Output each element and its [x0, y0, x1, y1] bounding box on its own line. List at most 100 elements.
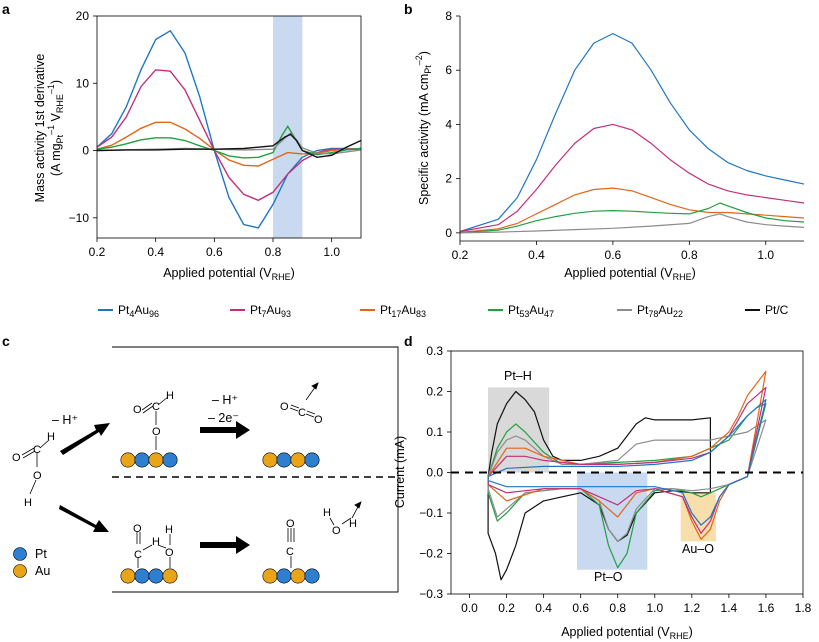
a-series-Pt17Au83: [96, 121, 362, 167]
arrow-lower-left: [59, 505, 109, 532]
b-xtick-label: 0.8: [681, 248, 698, 262]
pt-atom: [276, 568, 292, 584]
water-h2: H: [349, 518, 357, 530]
step1-label: – H⁺: [52, 413, 78, 427]
svg-text:(A mgPt–1 VRHE–1): (A mgPt–1 VRHE–1): [46, 80, 65, 176]
a-series-Pt53Au47: [96, 124, 362, 159]
water-h1: H: [323, 507, 331, 519]
legend-label-Pt7Au93: Pt7Au93: [250, 303, 291, 319]
a-series-Pt4Au96: [96, 29, 362, 229]
d-xtick-label: 1.4: [721, 601, 738, 615]
d-ylabel: Current (mA): [393, 436, 407, 508]
pt-atom: [304, 452, 320, 468]
au-atom: [148, 452, 164, 468]
d-xtick-label: 0.0: [461, 601, 478, 615]
b-ticks-group: 0.2 0.4 0.6 0.8 1.0 0 2 4 6 8: [445, 9, 774, 262]
pt-atom: [134, 568, 150, 584]
formate-o2: O: [152, 426, 161, 438]
surface-atoms: [120, 452, 320, 584]
panel-b-chart: 0.2 0.4 0.6 0.8 1.0 0 2 4 6 8 Applied potential (…: [414, 9, 805, 282]
legend-label-Pt17Au83: Pt17Au83: [380, 303, 426, 319]
a-series-PtC: [96, 133, 362, 159]
cooh-o1: O: [133, 523, 142, 535]
co-o: O: [286, 518, 295, 530]
formate-c: C: [152, 401, 160, 413]
b-xtick-label: 0.2: [452, 248, 469, 262]
a-xtick-label: 0.6: [206, 245, 223, 259]
a-xtick-label: 1.0: [323, 245, 340, 259]
formate-o1: O: [133, 404, 142, 416]
formate-h: H: [166, 390, 174, 402]
d-series-group: [487, 370, 767, 581]
svg-text:Current (mA): Current (mA): [393, 436, 407, 508]
step2-label-b: – 2e⁻: [208, 411, 239, 425]
au-atom: [290, 568, 306, 584]
step2-label-a: – H⁺: [212, 393, 238, 407]
co2-product: [289, 382, 319, 418]
pt-key-label: Pt: [35, 547, 47, 561]
a-series-Pt78Au22: [96, 132, 362, 155]
b-series-Pt7Au93: [459, 123, 805, 233]
arrow-lower-right: [200, 536, 250, 554]
c-frame: [112, 346, 399, 593]
b-series-Pt4Au96: [459, 32, 805, 233]
a-series-Pt7Au93: [96, 69, 361, 202]
b-ytick-label: 8: [445, 9, 452, 23]
co2-o1: O: [280, 401, 289, 413]
au-atom: [262, 568, 278, 584]
cooh-h1: H: [152, 536, 160, 548]
svg-text:Mass activity 1st derivative: Mass activity 1st derivative: [33, 54, 47, 203]
au-atom: [120, 452, 136, 468]
d-xtick-label: 1.8: [795, 601, 812, 615]
au-atom: [262, 452, 278, 468]
d-ytick-label: −0.3: [419, 587, 443, 601]
d-xtick-label: 1.6: [758, 601, 775, 615]
a-ytick-label: 20: [76, 9, 90, 23]
b-ytick-label: 2: [445, 172, 452, 186]
d-ytick-label: 0.1: [426, 425, 443, 439]
pt-atom: [148, 568, 164, 584]
a-xlabel: Applied potential (VRHE): [163, 266, 295, 282]
water-o: O: [332, 525, 341, 537]
panel-c-letter: c: [2, 333, 10, 349]
panel-d-letter: d: [404, 333, 413, 349]
a-xtick-label: 0.4: [147, 245, 164, 259]
d-xlabel: Applied potential (VRHE): [561, 625, 693, 641]
formate-adsorbate: [141, 396, 169, 450]
a-xtick-label: 0.2: [89, 245, 106, 259]
formic-acid-molecule: [21, 439, 50, 495]
au-key-label: Au: [35, 564, 50, 578]
a-plot-frame: [96, 15, 362, 239]
water-product: [329, 501, 362, 526]
a-ylabel: Mass activity 1st derivative (A mgPt–1 V…: [33, 54, 65, 203]
cooh-c: C: [134, 549, 142, 561]
legend-label-Pt78Au22: Pt78Au22: [637, 303, 683, 319]
d-xtick-label: 1.0: [646, 601, 663, 615]
arrow-upper-right: [200, 421, 250, 439]
a-xtick-label: 0.8: [265, 245, 282, 259]
b-xlabel: Applied potential (VRHE): [564, 266, 696, 282]
b-xtick-label: 0.4: [528, 248, 545, 262]
pt-h-region: [488, 387, 550, 473]
d-ytick-label: 0.0: [426, 466, 443, 480]
au-key-icon: [13, 564, 27, 578]
a-ticks-group: 0.2 0.4 0.6 0.8 1.0 −10 0 10 20: [69, 9, 341, 259]
d-xtick-label: 0.6: [572, 601, 589, 615]
pt-atom: [162, 452, 178, 468]
b-xtick-label: 1.0: [757, 248, 774, 262]
pt-h-label: Pt–H: [504, 369, 532, 383]
b-ytick-label: 0: [445, 226, 452, 240]
cooh-adsorbate: [136, 532, 171, 568]
au-atom: [120, 568, 136, 584]
a-ytick-label: −10: [69, 211, 90, 225]
co2-o2: O: [314, 414, 323, 426]
d-ticks-group: 0.0 0.2 0.4 0.6 0.8 1.0 1.2 1.4 1.6 1.8 0.3 0.2 0.1 0…: [419, 344, 811, 615]
d-xtick-label: 0.2: [498, 601, 515, 615]
a-ytick-label: 10: [76, 76, 90, 90]
panel-c-schematic: O C H O H – H⁺ – H⁺ – 2e⁻ O C H O: [12, 346, 399, 593]
b-ylabel: Specific activity (mA cmPt–2): [414, 51, 433, 205]
b-series-group: [459, 32, 805, 234]
fa-h1: H: [47, 431, 55, 443]
pt-atom: [134, 452, 150, 468]
d-series-Pt4Au96: [487, 399, 767, 526]
